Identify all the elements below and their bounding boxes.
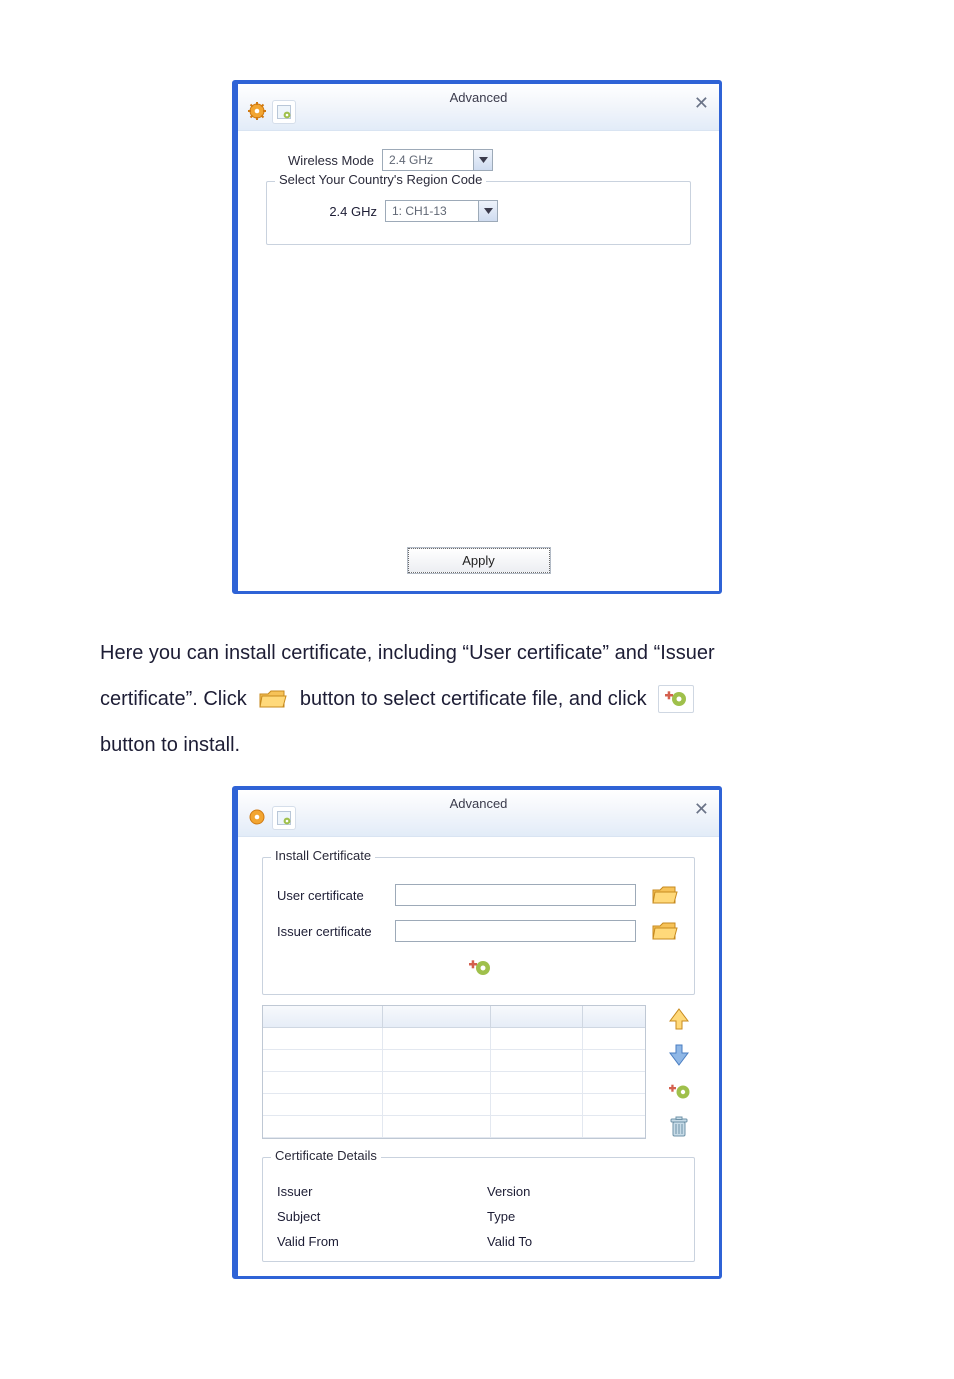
issuer-certificate-input[interactable] [395, 920, 636, 942]
folder-icon [258, 686, 288, 710]
certificate-tab-icon[interactable] [272, 806, 296, 830]
table-row[interactable] [263, 1028, 645, 1050]
instruction-line3: button to install. [100, 726, 854, 764]
instruction-line2b: button to select certificate file, and c… [300, 688, 647, 710]
wireless-mode-label: Wireless Mode [266, 153, 382, 168]
window-title: Advanced [238, 90, 719, 105]
close-icon[interactable]: ✕ [694, 94, 709, 112]
band-label: 2.4 GHz [281, 204, 385, 219]
detail-issuer-label: Issuer [277, 1184, 487, 1199]
instruction-line2: certificate”. Click button to select cer… [100, 680, 854, 718]
certificate-list-area [262, 995, 695, 1141]
table-row[interactable] [263, 1094, 645, 1116]
window2-body: Install Certificate User certificate Iss… [238, 837, 719, 1276]
detail-valid-to-label: Valid To [487, 1234, 697, 1249]
region-code-group: Select Your Country's Region Code 2.4 GH… [266, 181, 691, 245]
advanced-window-certificate: Advanced ✕ [232, 786, 722, 1279]
issuer-certificate-label: Issuer certificate [277, 924, 395, 939]
detail-subject-label: Subject [277, 1209, 487, 1224]
install-certificate-group: Install Certificate User certificate Iss… [262, 857, 695, 995]
wireless-mode-value: 2.4 GHz [383, 153, 473, 167]
detail-version-label: Version [487, 1184, 697, 1199]
detail-type-label: Type [487, 1209, 697, 1224]
move-down-button[interactable] [664, 1041, 694, 1069]
certificate-side-buttons [664, 1005, 694, 1141]
wireless-mode-select[interactable]: 2.4 GHz [382, 149, 493, 171]
user-certificate-input[interactable] [395, 884, 636, 906]
table-header-row [263, 1006, 645, 1028]
window-title: Advanced [238, 796, 719, 811]
user-certificate-label: User certificate [277, 888, 395, 903]
titlebar: Advanced [238, 84, 719, 131]
instruction-line1: Here you can install certificate, includ… [100, 634, 854, 672]
instruction-line2a: certificate”. Click [100, 688, 247, 710]
chevron-down-icon[interactable] [478, 201, 497, 221]
add-certificate-button[interactable] [664, 1077, 694, 1105]
certificate-table[interactable] [262, 1005, 646, 1139]
certificate-tab-icon[interactable] [272, 100, 296, 124]
certificate-details-legend: Certificate Details [271, 1148, 381, 1163]
gear-icon[interactable] [246, 100, 268, 122]
region-code-legend: Select Your Country's Region Code [275, 172, 486, 187]
advanced-window-region: Advanced [232, 80, 722, 594]
region-code-value: 1: CH1-13 [386, 204, 478, 218]
region-code-select[interactable]: 1: CH1-13 [385, 200, 498, 222]
browse-user-cert-button[interactable] [650, 882, 680, 908]
gear-icon[interactable] [246, 806, 268, 828]
install-certificate-button[interactable] [463, 954, 495, 980]
table-row[interactable] [263, 1116, 645, 1138]
move-up-button[interactable] [664, 1005, 694, 1033]
close-icon[interactable]: ✕ [694, 800, 709, 818]
table-row[interactable] [263, 1072, 645, 1094]
table-row[interactable] [263, 1050, 645, 1072]
chevron-down-icon[interactable] [473, 150, 492, 170]
certificate-details-group: Certificate Details Issuer Version Subje… [262, 1157, 695, 1262]
install-certificate-legend: Install Certificate [271, 848, 375, 863]
window1-body: Wireless Mode 2.4 GHz Select Your Countr… [238, 131, 719, 591]
browse-issuer-cert-button[interactable] [650, 918, 680, 944]
delete-certificate-button[interactable] [664, 1113, 694, 1141]
detail-valid-from-label: Valid From [277, 1234, 487, 1249]
apply-button[interactable]: Apply [408, 548, 550, 573]
install-icon [658, 685, 694, 713]
titlebar: Advanced ✕ [238, 790, 719, 837]
